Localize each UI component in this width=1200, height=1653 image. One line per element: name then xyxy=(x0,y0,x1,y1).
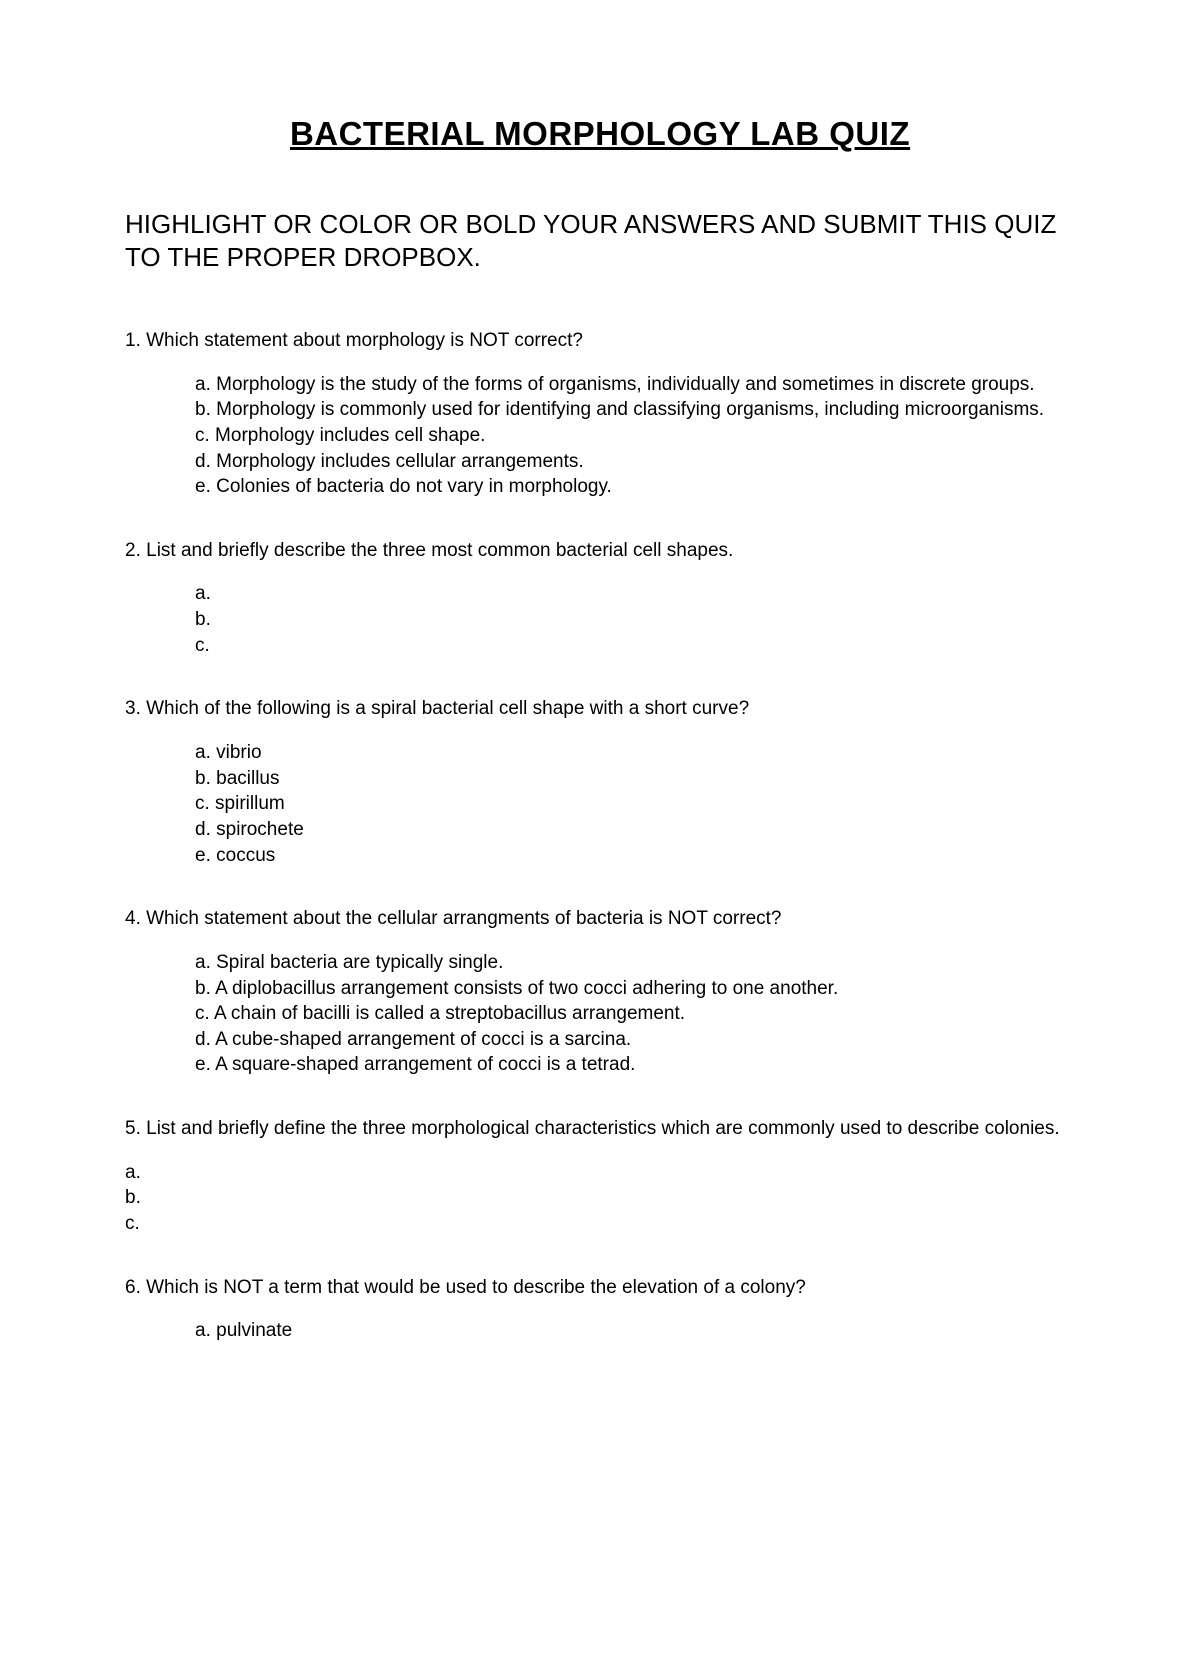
question-3-prompt: 3. Which of the following is a spiral ba… xyxy=(125,696,1075,722)
question-1: 1. Which statement about morphology is N… xyxy=(125,328,1075,500)
question-4-option-c: c. A chain of bacilli is called a strept… xyxy=(195,1001,1075,1027)
question-4-option-d: d. A cube-shaped arrangement of cocci is… xyxy=(195,1027,1075,1053)
question-5-prompt: 5. List and briefly define the three mor… xyxy=(125,1116,1075,1142)
question-5-option-a: a. xyxy=(125,1160,1075,1186)
question-4-option-b: b. A diplobacillus arrangement consists … xyxy=(195,976,1075,1002)
question-4: 4. Which statement about the cellular ar… xyxy=(125,906,1075,1078)
question-1-option-d: d. Morphology includes cellular arrangem… xyxy=(195,449,1075,475)
question-1-options: a. Morphology is the study of the forms … xyxy=(195,372,1075,500)
question-3-option-c: c. spirillum xyxy=(195,791,1075,817)
question-3: 3. Which of the following is a spiral ba… xyxy=(125,696,1075,868)
question-3-option-d: d. spirochete xyxy=(195,817,1075,843)
question-1-option-a: a. Morphology is the study of the forms … xyxy=(195,372,1075,398)
question-3-option-b: b. bacillus xyxy=(195,766,1075,792)
question-3-option-a: a. vibrio xyxy=(195,740,1075,766)
question-5-option-b: b. xyxy=(125,1185,1075,1211)
question-1-option-b: b. Morphology is commonly used for ident… xyxy=(195,397,1075,423)
question-1-option-c: c. Morphology includes cell shape. xyxy=(195,423,1075,449)
question-6-option-a: a. pulvinate xyxy=(195,1318,1075,1344)
question-6: 6. Which is NOT a term that would be use… xyxy=(125,1275,1075,1344)
question-4-options: a. Spiral bacteria are typically single.… xyxy=(195,950,1075,1078)
question-2-option-b: b. xyxy=(195,607,1075,633)
question-4-prompt: 4. Which statement about the cellular ar… xyxy=(125,906,1075,932)
question-6-prompt: 6. Which is NOT a term that would be use… xyxy=(125,1275,1075,1301)
question-1-option-e: e. Colonies of bacteria do not vary in m… xyxy=(195,474,1075,500)
question-2-prompt: 2. List and briefly describe the three m… xyxy=(125,538,1075,564)
question-3-options: a. vibrio b. bacillus c. spirillum d. sp… xyxy=(195,740,1075,868)
question-3-option-e: e. coccus xyxy=(195,843,1075,869)
question-4-option-e: e. A square-shaped arrangement of cocci … xyxy=(195,1052,1075,1078)
question-5-option-c: c. xyxy=(125,1211,1075,1237)
question-4-option-a: a. Spiral bacteria are typically single. xyxy=(195,950,1075,976)
question-2-options: a. b. c. xyxy=(195,581,1075,658)
question-5-options: a. b. c. xyxy=(125,1160,1075,1237)
page-title: BACTERIAL MORPHOLOGY LAB QUIZ xyxy=(125,115,1075,153)
question-2-option-c: c. xyxy=(195,633,1075,659)
question-5: 5. List and briefly define the three mor… xyxy=(125,1116,1075,1237)
question-2: 2. List and briefly describe the three m… xyxy=(125,538,1075,659)
question-2-option-a: a. xyxy=(195,581,1075,607)
question-6-options: a. pulvinate xyxy=(195,1318,1075,1344)
question-1-prompt: 1. Which statement about morphology is N… xyxy=(125,328,1075,354)
instructions-text: HIGHLIGHT OR COLOR OR BOLD YOUR ANSWERS … xyxy=(125,208,1075,273)
